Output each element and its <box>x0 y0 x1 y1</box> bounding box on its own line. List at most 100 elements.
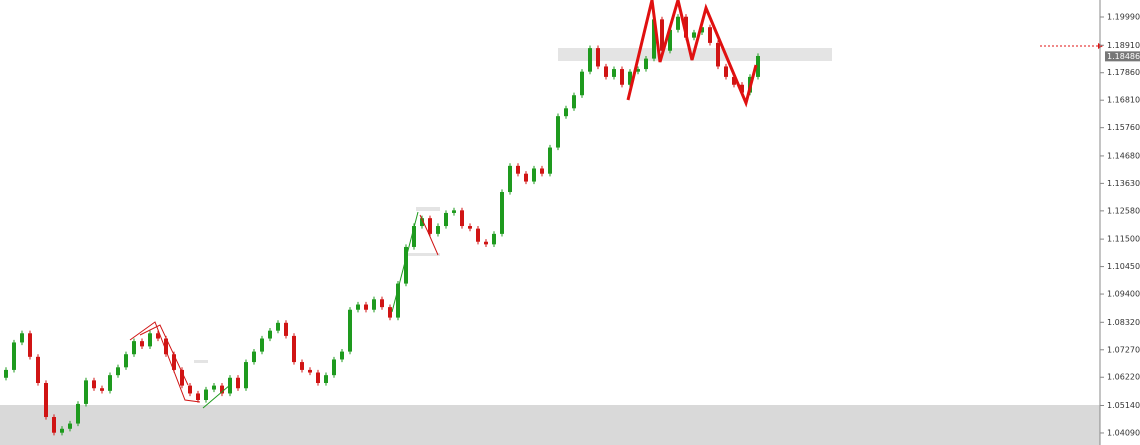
candle-body <box>12 342 16 370</box>
candle-body <box>476 228 480 242</box>
candle-body <box>652 19 656 59</box>
candle-body <box>284 322 288 336</box>
candle-body <box>604 66 608 77</box>
candle-body <box>324 375 328 383</box>
pattern-line <box>626 0 758 108</box>
candle-body <box>132 341 136 355</box>
candle-body <box>356 304 360 310</box>
candle-body <box>740 84 744 93</box>
candle-body <box>564 108 568 117</box>
candle-body <box>692 32 696 38</box>
candle-body <box>236 377 240 389</box>
candle-body <box>148 333 152 347</box>
candle-body <box>612 69 616 77</box>
candle-body <box>36 356 40 383</box>
current-price-box <box>1105 51 1140 62</box>
zone-marker <box>416 207 440 211</box>
candle-body <box>684 16 688 38</box>
candle-body <box>164 338 168 355</box>
candle-body <box>532 168 536 182</box>
candle-body <box>492 233 496 245</box>
demand-zone <box>0 405 1100 445</box>
candle-body <box>364 304 368 310</box>
y-tick-label: 1.11500 <box>1107 235 1140 244</box>
candle-body <box>292 335 296 363</box>
candle-body <box>572 95 576 109</box>
candle-body <box>436 226 440 234</box>
candle-body <box>500 192 504 234</box>
candle-body <box>172 354 176 370</box>
candle-body <box>660 19 664 51</box>
candle-body <box>412 226 416 247</box>
candle-body <box>28 333 32 357</box>
pattern-lines <box>129 0 758 409</box>
candle-body <box>76 403 80 424</box>
candle-body <box>68 423 72 429</box>
candle-body <box>92 380 96 389</box>
candle-body <box>156 333 160 339</box>
y-tick-label: 1.09400 <box>1107 290 1140 299</box>
y-tick-label: 1.16810 <box>1107 96 1140 105</box>
y-tick-label: 1.17860 <box>1107 68 1140 77</box>
candle-body <box>372 299 376 310</box>
candle-body <box>196 393 200 401</box>
candle-body <box>420 218 424 227</box>
zone-marker <box>404 253 440 256</box>
candle-body <box>116 367 120 376</box>
y-tick-label: 1.19990 <box>1107 13 1140 22</box>
candle-body <box>516 165 520 174</box>
candle-body <box>732 76 736 85</box>
candle-body <box>44 382 48 418</box>
candle-body <box>468 226 472 229</box>
y-tick-label: 1.14680 <box>1107 151 1140 160</box>
candle-body <box>300 362 304 370</box>
candle-body <box>508 165 512 193</box>
candle-body <box>276 322 280 331</box>
y-tick-label: 1.04090 <box>1107 428 1140 437</box>
pattern-line <box>129 321 201 403</box>
candle-body <box>60 428 64 433</box>
candle-body <box>444 212 448 227</box>
pattern-line <box>202 384 231 409</box>
y-tick-label: 1.08320 <box>1107 318 1140 327</box>
candle-body <box>204 389 208 401</box>
candle-body <box>716 42 720 67</box>
y-tick-label: 1.06220 <box>1107 373 1140 382</box>
candle-body <box>580 71 584 96</box>
candle-body <box>756 55 760 77</box>
candle-body <box>708 27 712 43</box>
candle-body <box>620 69 624 85</box>
candle-body <box>108 375 112 391</box>
current-price-label: 1.18486 <box>1107 52 1140 61</box>
candle-body <box>676 16 680 30</box>
candle-body <box>548 147 552 174</box>
candle-body <box>348 309 352 352</box>
candle-body <box>212 385 216 390</box>
candle-body <box>556 116 560 148</box>
candle-body <box>644 58 648 70</box>
candle-body <box>180 369 184 386</box>
candle-body <box>220 385 224 394</box>
axis-group: 1.19990 1.18910 1.17860 1.16810 1.15760 1.146… <box>1100 13 1140 437</box>
candle-body <box>668 29 672 51</box>
candle-body <box>100 388 104 391</box>
candle-body <box>396 283 400 318</box>
candle-body <box>452 210 456 213</box>
candle-body <box>316 372 320 383</box>
candle-body <box>428 218 432 234</box>
y-tick-label: 1.15760 <box>1107 123 1140 132</box>
candle-body <box>596 48 600 67</box>
candle-body <box>124 354 128 368</box>
y-tick-label: 1.10450 <box>1107 262 1140 271</box>
candle-body <box>332 359 336 376</box>
candle-body <box>268 330 272 339</box>
candle-body <box>308 369 312 373</box>
candle-body <box>52 417 56 433</box>
pattern-line <box>419 214 439 256</box>
candle-body <box>340 351 344 360</box>
candle-body <box>20 333 24 343</box>
candle-body <box>700 27 704 33</box>
y-tick-label: 1.18910 <box>1107 41 1140 50</box>
candle-body <box>84 380 88 404</box>
